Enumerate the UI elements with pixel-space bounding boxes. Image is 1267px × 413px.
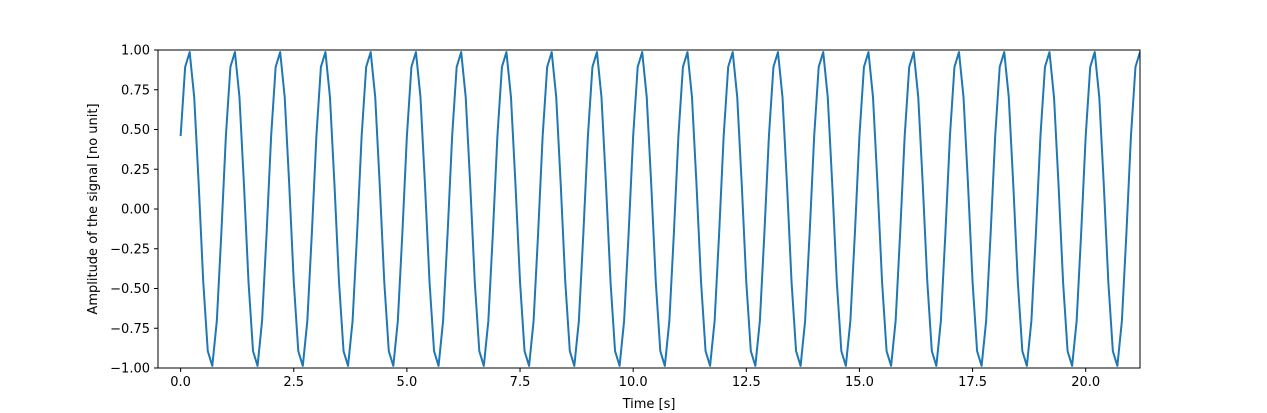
x-tick-label: 2.5 — [283, 375, 304, 390]
x-tick-label: 5.0 — [397, 375, 418, 390]
x-tick-label: 10.0 — [619, 375, 648, 390]
y-tick-label: 0.50 — [121, 123, 150, 138]
x-tick-label: 15.0 — [845, 375, 874, 390]
y-tick-label: 0.75 — [121, 83, 150, 98]
y-tick-label: −0.75 — [110, 322, 150, 337]
x-axis-label: Time [s] — [622, 397, 676, 412]
series-layer — [179, 51, 1140, 367]
plot-area-background — [158, 50, 1140, 368]
y-tick-label: 0.25 — [121, 163, 150, 178]
x-tick-label: 17.5 — [958, 375, 987, 390]
y-tick-label: −1.00 — [110, 362, 150, 377]
x-tick-label: 12.5 — [732, 375, 761, 390]
y-tick-label: −0.50 — [110, 282, 150, 297]
y-tick-label: 0.00 — [121, 203, 150, 218]
y-axis-ticks: −1.00 −0.75 −0.50 −0.25 0.00 0.25 0.50 0.75 1.00 — [110, 44, 158, 377]
x-tick-label: 7.5 — [510, 375, 531, 390]
y-tick-label: 1.00 — [121, 44, 150, 59]
series-line-0 — [179, 51, 1140, 367]
y-tick-label: −0.25 — [110, 242, 150, 257]
x-tick-label: 0.0 — [170, 375, 191, 390]
x-axis-ticks: 0.0 2.5 5.0 7.5 10.0 12.5 15.0 17.5 20.0 — [170, 368, 1100, 390]
y-axis-label: Amplitude of the signal [no unit] — [86, 103, 101, 314]
x-tick-label: 20.0 — [1071, 375, 1100, 390]
